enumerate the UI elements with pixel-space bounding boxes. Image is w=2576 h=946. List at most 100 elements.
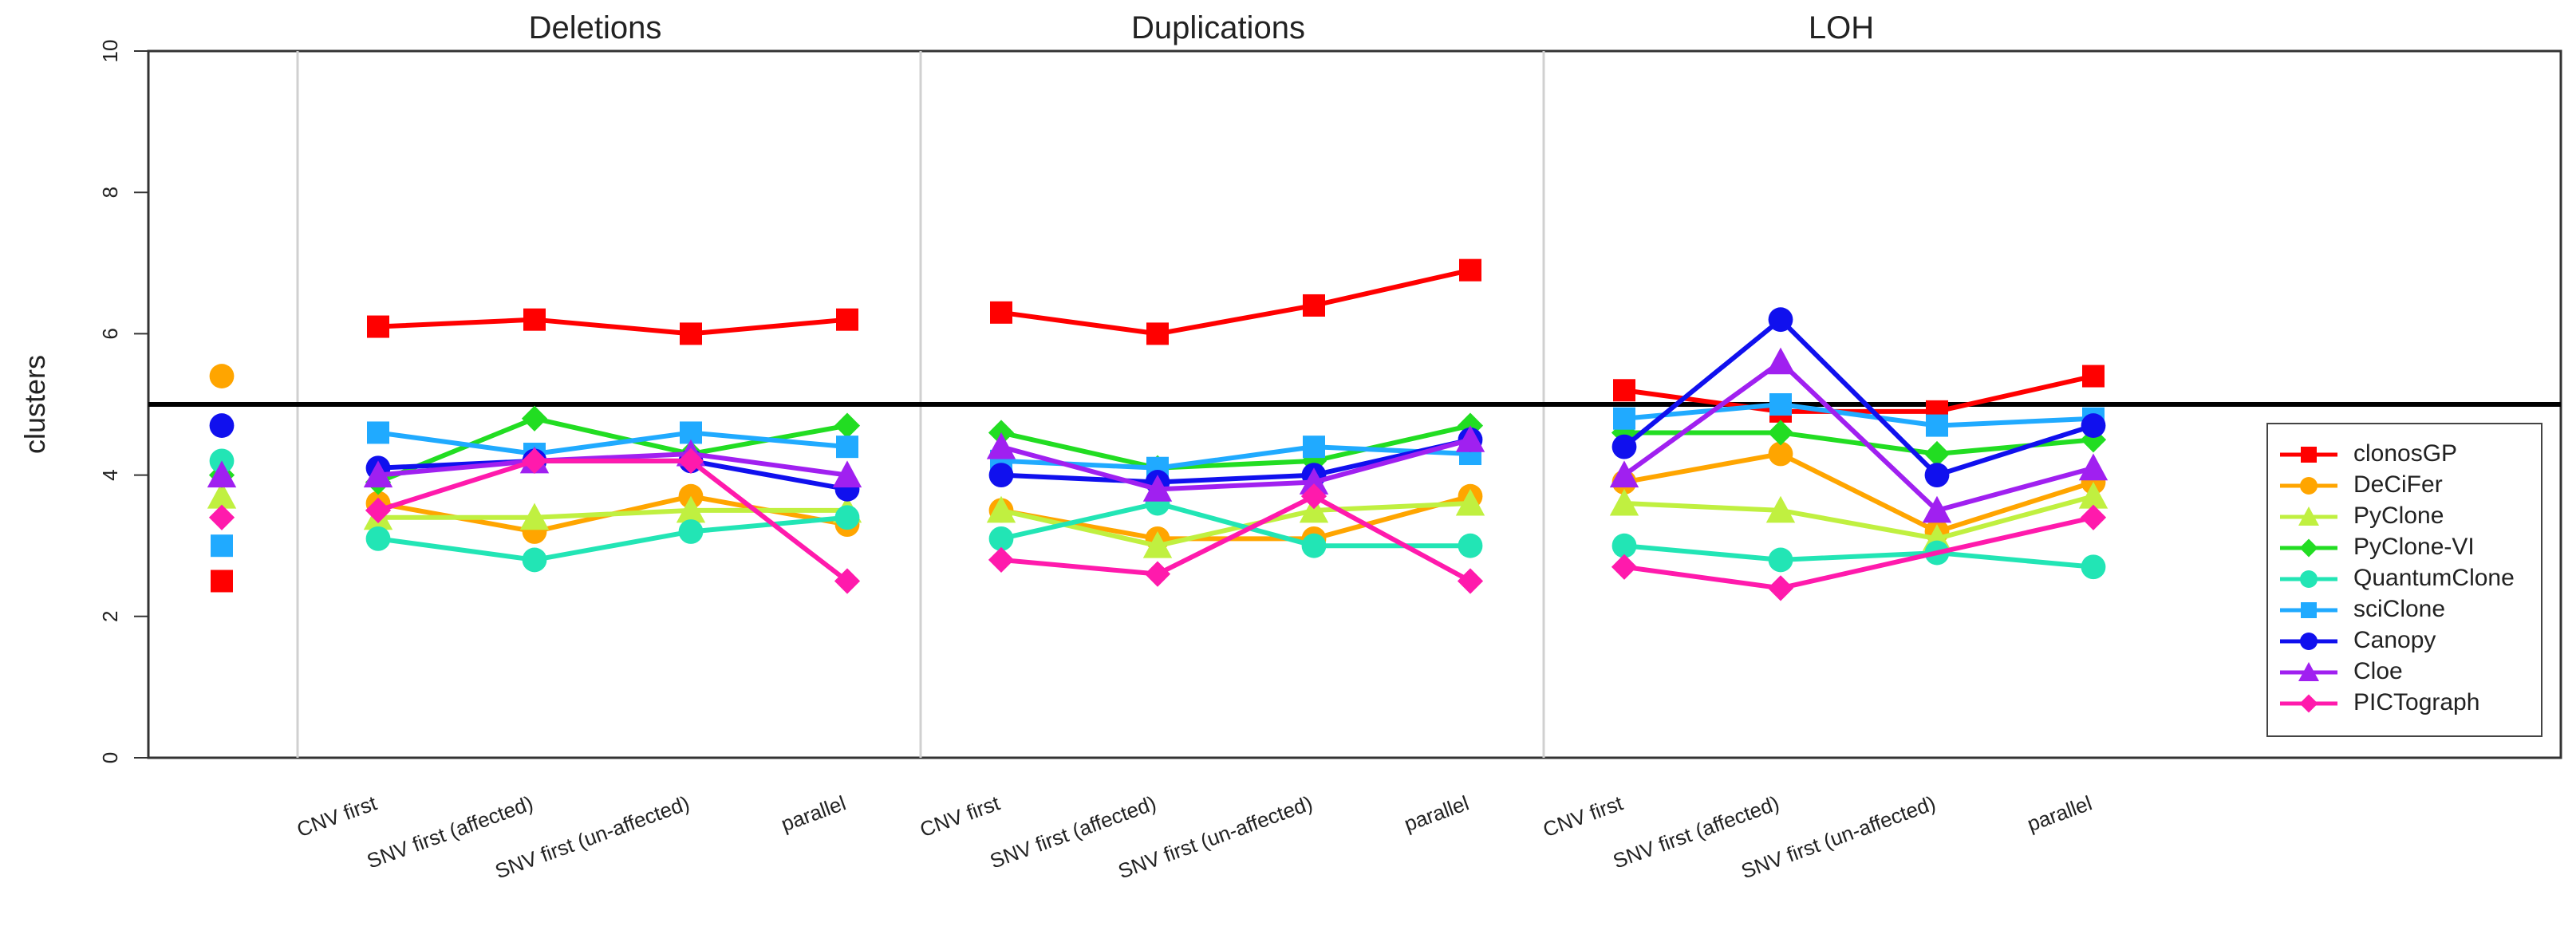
x-tick-label: parallel [778,790,849,836]
data-point [1299,495,1329,523]
data-point [988,463,1014,487]
legend-marker [2301,602,2317,618]
data-point-baseline [211,534,233,558]
data-point [1455,425,1485,452]
series-line [1623,494,2094,542]
data-point [1611,434,1637,459]
y-tick-label: 6 [98,328,122,339]
data-point [2078,481,2109,509]
data-point [986,495,1016,523]
legend-marker [2301,447,2317,463]
series-line [377,451,848,478]
data-point [1765,347,1796,375]
data-point [1299,467,1329,495]
data-point [522,547,547,573]
series-line [1000,437,1471,492]
series-line [1000,444,1471,471]
data-point [1459,258,1481,282]
data-point [1767,420,1794,446]
data-point [1922,495,1952,523]
legend-label: PICTograph [2353,689,2479,715]
data-point [363,460,393,488]
data-point-baseline [211,570,233,593]
legend-marker [2298,662,2319,682]
series-line [377,317,848,337]
legend-label: sciClone [2353,596,2445,622]
data-point [834,568,861,594]
panel-title: LOH [1809,10,1874,45]
data-point [367,315,389,338]
data-point [1455,488,1485,516]
data-point [834,505,860,530]
data-point [1611,533,1637,558]
data-point [1613,379,1635,402]
x-tick-label: CNV first [294,790,381,842]
legend-item: Canopy [2280,627,2436,653]
series-line [1623,402,2094,428]
data-point [836,308,858,331]
data-point [1765,495,1796,523]
series-line [1623,373,2094,414]
series-line [378,507,847,520]
data-point [1458,533,1483,558]
data-point [521,447,548,474]
legend-marker [2299,538,2318,558]
series-line [377,430,848,457]
series-line [1000,494,1471,542]
data-point [832,460,862,488]
data-point [521,405,548,432]
legend-marker [2299,694,2318,713]
data-point [836,436,858,459]
series-line [1000,501,1471,549]
data-point-baseline [208,504,235,530]
legend-label: PyClone-VI [2353,534,2475,560]
data-point [2080,504,2107,530]
data-point [1923,440,1951,467]
legend-item: PICTograph [2280,689,2479,715]
legend-item: PyClone [2280,503,2444,529]
data-point [1613,407,1635,430]
panel-title: Duplications [1131,10,1305,45]
legend-item: sciClone [2280,596,2445,622]
data-point [1769,393,1792,416]
series-line [1000,494,1472,584]
data-point [365,526,391,551]
series-line [377,458,849,583]
data-point [367,421,389,444]
legend-item: clonosGP [2280,440,2457,467]
data-point [1611,554,1638,580]
data-point [1768,547,1793,573]
x-tick-label: CNV first [917,790,1004,842]
y-tick-label: 0 [98,752,122,763]
data-point [2081,413,2106,438]
panel-title: Deletions [529,10,662,45]
legend-item: PyClone-VI [2280,534,2475,560]
series-line [1624,430,2094,457]
data-point [1926,414,1948,437]
data-point [988,546,1015,574]
data-point [1457,568,1484,594]
series-line [1000,437,1471,485]
data-point [1768,307,1793,333]
data-point [523,308,546,331]
data-point [1768,441,1793,467]
data-point [986,432,1016,459]
x-tick-label: parallel [1401,790,1472,836]
series-line [1000,501,1470,549]
data-point [834,412,861,439]
data-point [990,301,1012,324]
data-point [1609,460,1639,488]
data-point [519,503,550,530]
data-point [1303,436,1325,459]
y-tick-label: 4 [98,469,122,480]
series-line [377,416,848,485]
data-point [1301,533,1327,558]
data-point [1300,447,1327,474]
legend-label: Canopy [2353,627,2436,653]
series-line [1000,267,1471,337]
legend-item: QuantumClone [2280,565,2515,591]
legend-item: Cloe [2280,658,2403,684]
series-PICTograph [208,447,2107,601]
data-point [1146,322,1169,345]
data-point-baseline [207,481,237,509]
